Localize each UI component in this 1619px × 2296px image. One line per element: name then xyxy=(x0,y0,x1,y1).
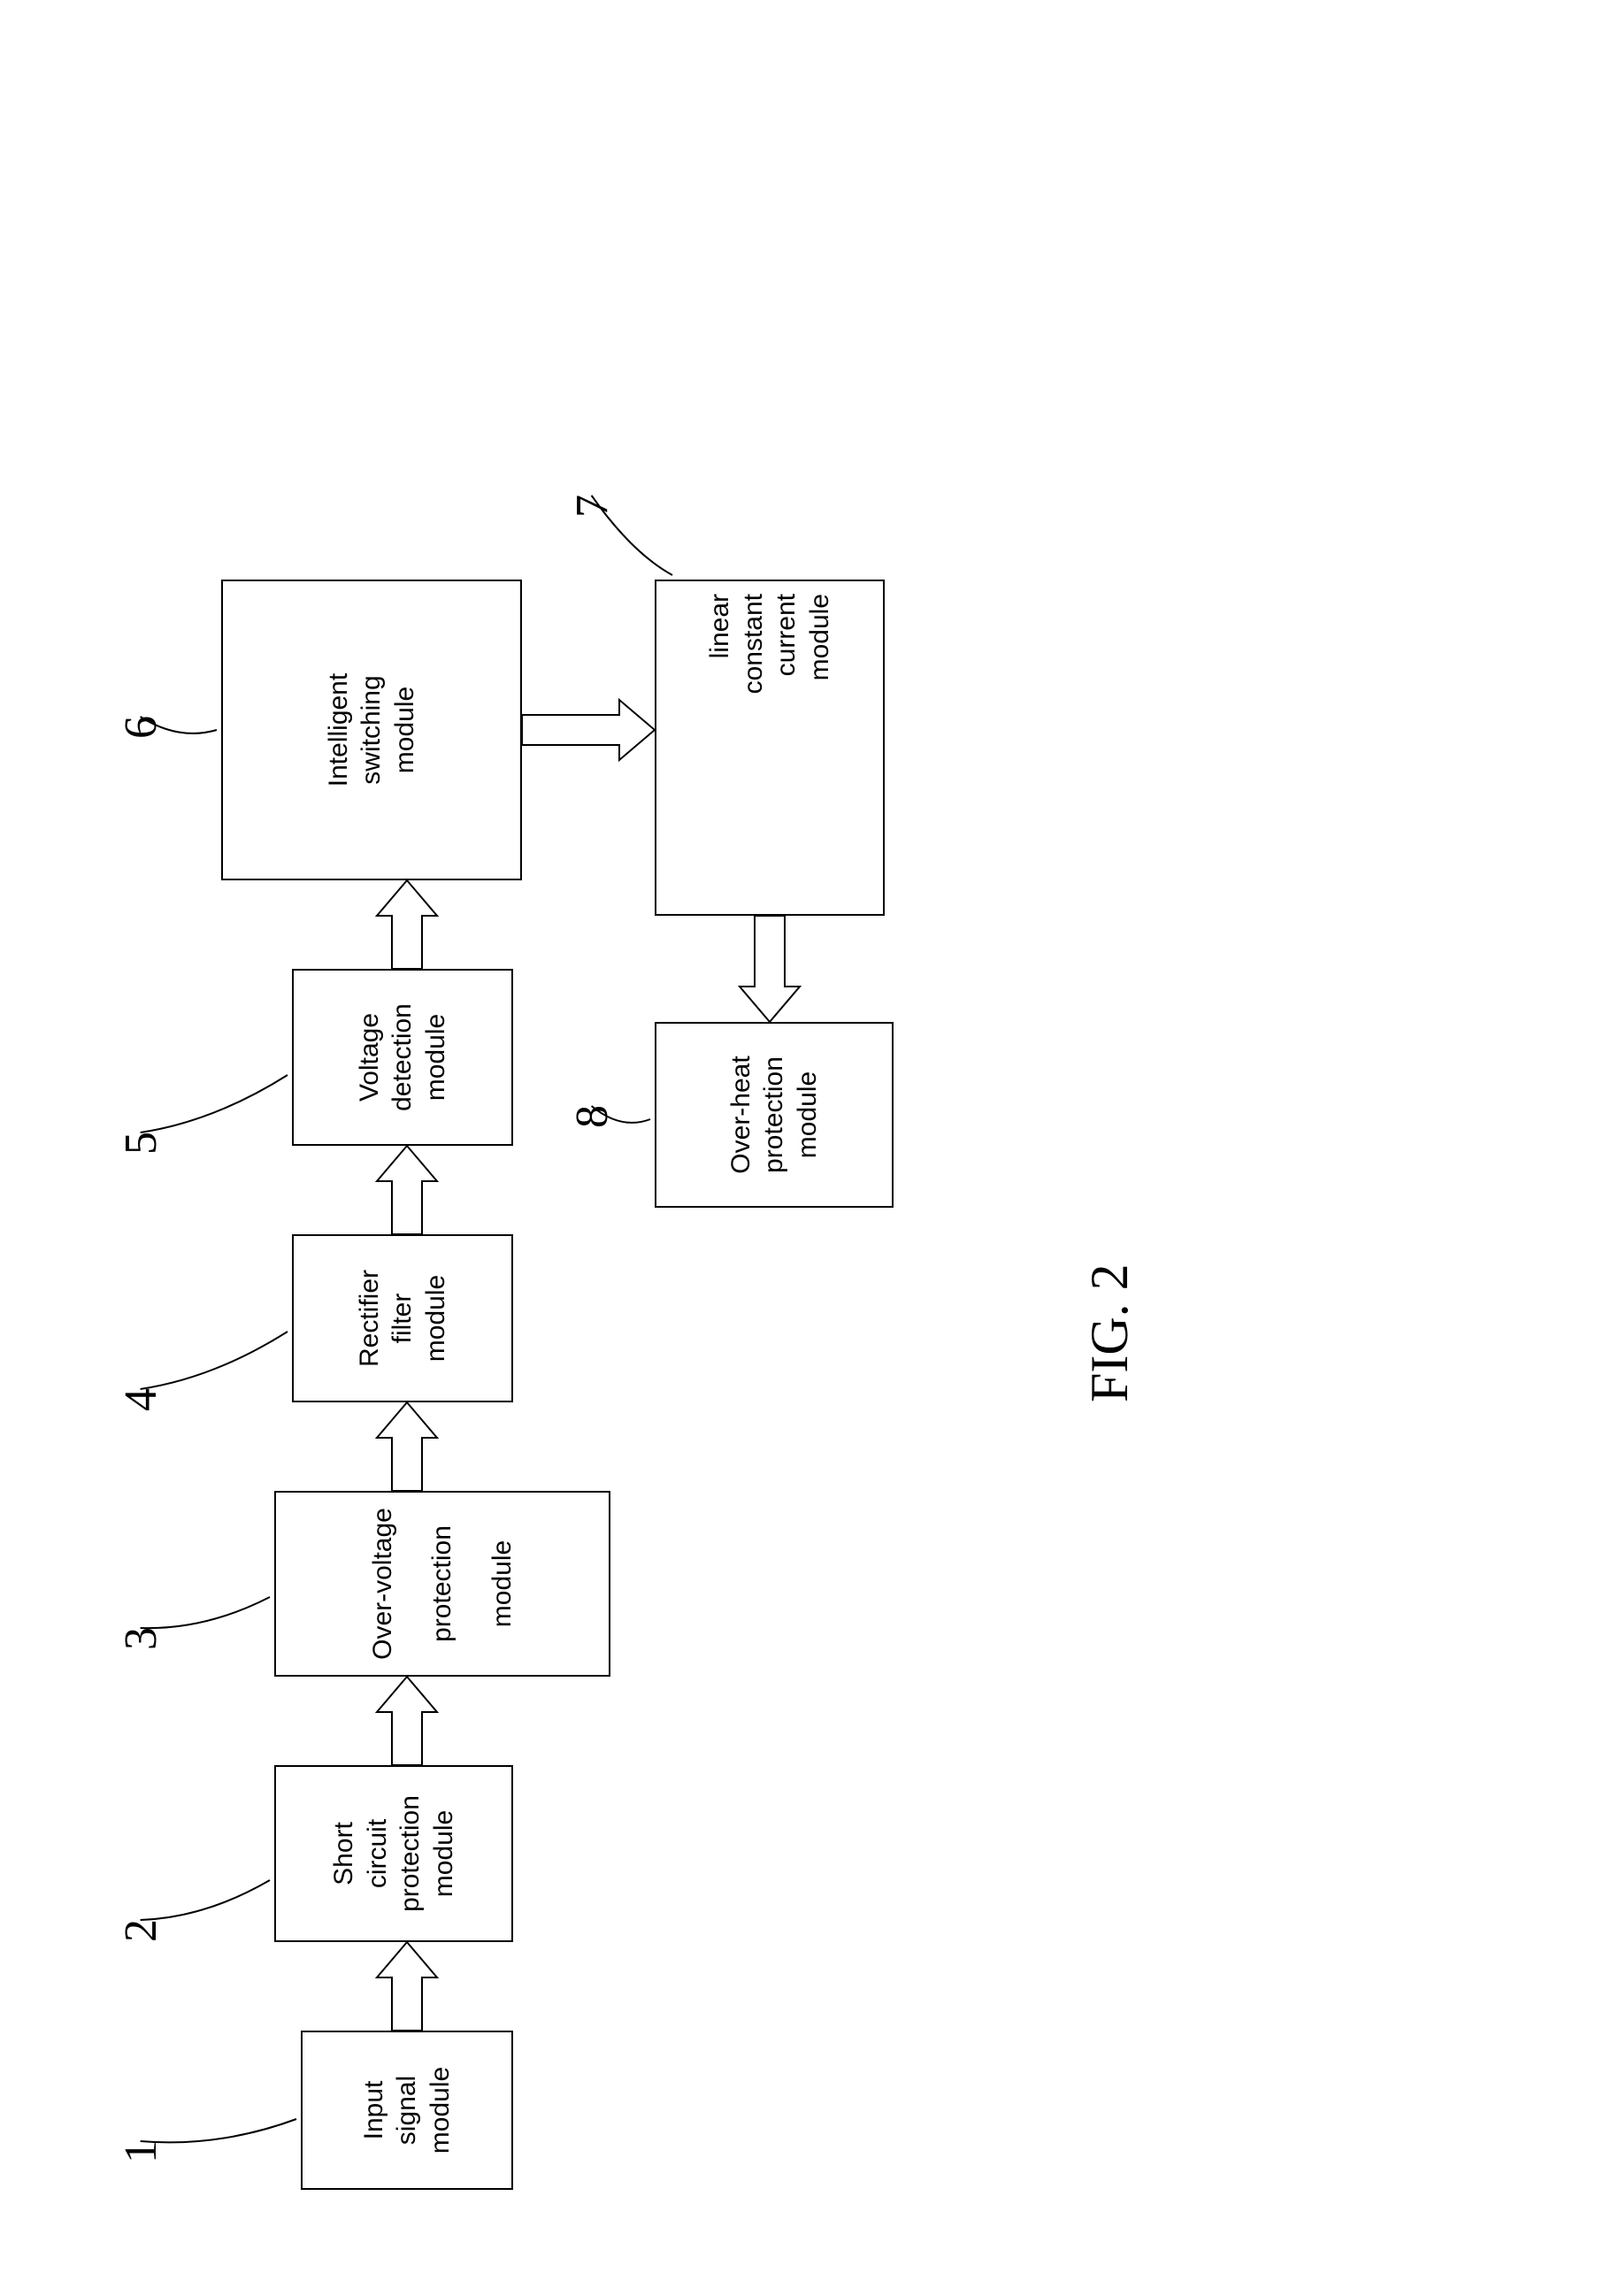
rectifier-filter-module-line: Rectifier xyxy=(353,1270,387,1367)
over-heat-protection: Over-heatprotectionmodule xyxy=(655,1022,894,1208)
figure-label: FIG. 2 xyxy=(1079,1263,1140,1402)
over-heat-protection-line: module xyxy=(791,1071,825,1158)
arrow-box5-box6 xyxy=(377,880,437,969)
over-voltage-protection-line: Over-voltage xyxy=(366,1508,400,1660)
diagram-canvas: InputsignalmoduleShortcircuitprotectionm… xyxy=(0,0,1619,2296)
short-circuit-protection-line: module xyxy=(427,1810,461,1897)
over-voltage-protection-line: protection xyxy=(426,1525,459,1642)
arrow-box3-box4 xyxy=(377,1402,437,1491)
linear-constant-current-line: linear xyxy=(703,594,737,658)
rectifier-filter-module: Rectifierfiltermodule xyxy=(292,1234,513,1402)
input-signal-module-line: signal xyxy=(390,2076,424,2145)
voltage-detection-module-line: detection xyxy=(386,1003,419,1111)
linear-constant-current-line: current xyxy=(770,594,803,676)
arrow-box2-box3 xyxy=(377,1677,437,1765)
over-heat-protection-line: Over-heat xyxy=(725,1056,758,1173)
over-voltage-protection: Over-voltage protection module xyxy=(274,1491,610,1677)
input-signal-module-line: Input xyxy=(357,2081,391,2140)
voltage-detection-module-line: module xyxy=(419,1014,453,1101)
ref-label-4: 4 xyxy=(115,1388,167,1411)
intelligent-switching-module-line: Intelligent xyxy=(322,673,356,787)
arrow-box6-box7 xyxy=(522,700,655,760)
voltage-detection-module-line: Voltage xyxy=(353,1013,387,1102)
short-circuit-protection-line: circuit xyxy=(361,1819,395,1888)
short-circuit-protection-line: Short xyxy=(327,1822,361,1885)
input-signal-module: Inputsignalmodule xyxy=(301,2031,513,2190)
leader-5 xyxy=(141,1075,288,1133)
ref-label-8: 8 xyxy=(566,1105,618,1128)
intelligent-switching-module-line: switching xyxy=(355,675,388,784)
leader-3 xyxy=(141,1597,270,1628)
leader-2 xyxy=(141,1880,270,1920)
leader-1 xyxy=(141,2119,296,2142)
ref-label-5: 5 xyxy=(115,1132,167,1155)
ref-label-1: 1 xyxy=(115,2140,167,2163)
arrow-box1-box2 xyxy=(377,1942,437,2031)
linear-constant-current: linearconstantcurrentmodule xyxy=(655,580,885,916)
leader-4 xyxy=(141,1332,288,1389)
rectifier-filter-module-line: module xyxy=(419,1275,453,1362)
voltage-detection-module: Voltagedetectionmodule xyxy=(292,969,513,1146)
linear-constant-current-line: constant xyxy=(737,594,771,694)
short-circuit-protection-line: protection xyxy=(394,1795,427,1912)
short-circuit-protection: Shortcircuitprotectionmodule xyxy=(274,1765,513,1942)
over-heat-protection-line: protection xyxy=(757,1056,791,1173)
ref-label-2: 2 xyxy=(115,1919,167,1942)
linear-constant-current-line: module xyxy=(803,594,837,680)
ref-label-3: 3 xyxy=(115,1627,167,1650)
rectifier-filter-module-line: filter xyxy=(386,1294,419,1344)
intelligent-switching-module: Intelligentswitchingmodule xyxy=(221,580,522,880)
arrow-box7-box8 xyxy=(740,916,800,1022)
intelligent-switching-module-line: module xyxy=(388,687,422,773)
over-voltage-protection-line: module xyxy=(486,1540,519,1627)
arrow-box4-box5 xyxy=(377,1146,437,1234)
ref-label-7: 7 xyxy=(566,495,618,518)
input-signal-module-line: module xyxy=(424,2067,457,2154)
ref-label-6: 6 xyxy=(115,716,167,739)
